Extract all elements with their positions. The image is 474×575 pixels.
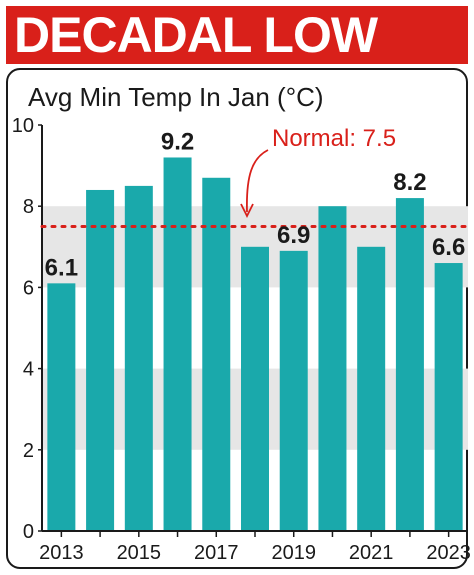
bar-2014 xyxy=(86,189,115,531)
data-label: 8.2 xyxy=(393,169,426,196)
bar-2021 xyxy=(357,246,386,532)
x-tick-label: 2023 xyxy=(426,542,471,564)
bar-2013 xyxy=(47,283,76,531)
bar-2022 xyxy=(395,198,424,531)
chart-panel xyxy=(6,68,468,569)
y-tick-label: 6 xyxy=(23,277,34,299)
headline: DECADAL LOW xyxy=(6,6,468,64)
y-tick-label: 10 xyxy=(12,115,34,137)
bar-2016 xyxy=(163,157,192,532)
bar-2020 xyxy=(318,206,347,531)
x-tick-label: 2021 xyxy=(349,542,394,564)
x-tick-label: 2013 xyxy=(39,542,84,564)
data-label: 6.1 xyxy=(45,254,78,281)
y-tick-label: 0 xyxy=(23,521,34,543)
x-tick-label: 2015 xyxy=(117,542,162,564)
y-tick-label: 8 xyxy=(23,196,34,218)
bar-2017 xyxy=(202,177,231,531)
x-tick-label: 2017 xyxy=(194,542,239,564)
bar-2023 xyxy=(434,263,463,531)
normal-arrowhead xyxy=(240,203,254,219)
data-label: 9.2 xyxy=(161,128,194,155)
data-label: 6.9 xyxy=(277,222,310,249)
y-tick-label: 2 xyxy=(23,440,34,462)
y-tick-label: 4 xyxy=(23,359,34,381)
x-tick-label: 2019 xyxy=(271,542,316,564)
normal-arrow xyxy=(246,149,269,213)
bar-2018 xyxy=(241,246,269,532)
bar-2015 xyxy=(124,185,153,531)
chart-title: Avg Min Temp In Jan (°C) xyxy=(28,82,324,112)
data-label: 6.6 xyxy=(432,234,465,261)
bar-2019 xyxy=(279,250,308,532)
normal-label: Normal: 7.5 xyxy=(272,125,396,152)
